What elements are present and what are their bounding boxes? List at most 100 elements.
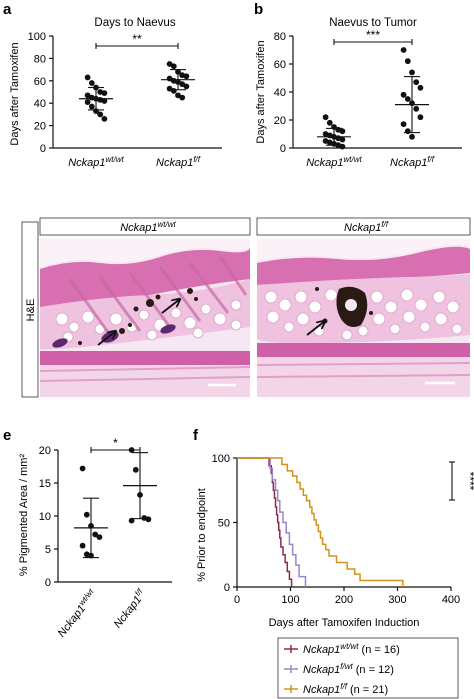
survival-curve	[237, 457, 404, 587]
y-tick-label: 40	[34, 98, 46, 110]
data-point	[145, 516, 152, 523]
y-tick-label: 5	[45, 544, 51, 556]
x-category-label: Nckap1f/f	[110, 587, 149, 631]
legend-label: Nckap1wt/wt (n = 16)	[303, 642, 400, 656]
he-image-ff	[257, 239, 470, 397]
chart-survival: % Prior to endpoint Days after Tamoxifen…	[196, 453, 474, 699]
chart-naevus-to-tumor: Naevus to Tumor Days after Tamoxifen 0 20…	[255, 17, 462, 169]
significance-stars: ****	[463, 472, 474, 491]
legend-label: Nckap1f/wt (n = 12)	[303, 662, 394, 676]
y-tick-label: 60	[274, 59, 286, 71]
panel-label-f: f	[193, 427, 199, 444]
data-point	[339, 143, 346, 150]
data-point	[409, 133, 415, 140]
data-point	[84, 99, 91, 105]
data-point	[101, 90, 108, 97]
y-axis-label: % Prior to endpoint	[196, 488, 208, 582]
y-tick-label: 0	[280, 143, 286, 155]
data-point	[339, 136, 346, 143]
legend-label: Nckap1f/f (n = 21)	[303, 682, 388, 696]
y-tick-label: 60	[34, 76, 46, 88]
panel-label-b: b	[254, 1, 263, 18]
data-point	[92, 531, 99, 538]
he-image-wt	[40, 239, 250, 397]
x-category-label: Nckap1f/f	[390, 155, 435, 169]
x-category-label: Nckap1f/f	[156, 155, 201, 169]
y-axis-label: Days after Tamoxifen	[255, 40, 267, 143]
data-point	[400, 91, 407, 98]
panel-c-header	[39, 217, 251, 236]
y-axis-label: Days after Tamoxifen	[9, 42, 21, 145]
panel-d-genotype: Nckap1f/f	[344, 220, 389, 234]
data-point	[404, 96, 411, 102]
data-point	[400, 121, 407, 128]
panel-d-header	[256, 217, 471, 236]
x-category-label: Nckap1wt/wt	[306, 155, 362, 169]
y-tick-label: 0	[40, 143, 46, 155]
data-point	[404, 128, 411, 135]
x-tick-label: 200	[335, 594, 353, 606]
x-category-label: Nckap1wt/wt	[54, 587, 100, 640]
data-point	[404, 58, 411, 65]
data-point	[101, 98, 108, 104]
data-point	[97, 111, 104, 118]
y-tick-label: 0	[224, 582, 230, 594]
x-tick-label: 0	[234, 594, 240, 606]
data-point	[413, 105, 420, 112]
y-tick-label: 80	[34, 53, 46, 65]
y-tick-label: 100	[212, 453, 230, 465]
data-point	[88, 103, 95, 110]
panel-label-e: e	[3, 427, 11, 444]
data-point	[322, 114, 329, 121]
x-category-label: Nckap1wt/wt	[68, 155, 124, 169]
data-point	[417, 114, 424, 121]
survival-curve	[237, 457, 307, 587]
panel-c-genotype: Nckap1wt/wt	[120, 220, 176, 234]
data-point	[183, 73, 190, 80]
data-point	[179, 94, 186, 101]
data-point	[101, 115, 108, 122]
data-point	[79, 542, 86, 549]
data-point	[409, 69, 415, 76]
y-tick-label: 100	[28, 31, 46, 43]
x-tick-label: 100	[281, 594, 299, 606]
data-point	[339, 128, 346, 135]
x-axis-label: Days after Tamoxifen Induction	[269, 617, 420, 629]
data-point	[88, 80, 95, 86]
y-tick-label: 20	[39, 445, 51, 457]
data-point	[84, 74, 91, 81]
data-point	[417, 84, 424, 91]
legend-box	[277, 637, 459, 699]
y-tick-label: 20	[274, 115, 286, 127]
data-point	[170, 87, 177, 94]
y-axis-label: % Pigmented Area / mm²	[18, 454, 30, 577]
chart-title: Days to Naevus	[94, 17, 175, 29]
x-tick-label: 400	[442, 594, 460, 606]
significance-stars: ***	[366, 28, 380, 42]
y-tick-label: 10	[39, 511, 51, 523]
data-point	[83, 511, 90, 518]
y-tick-label: 80	[274, 31, 286, 43]
data-point	[132, 466, 139, 473]
x-tick-label: 300	[388, 594, 406, 606]
chart-days-to-naevus: Days to Naevus Days after Tamoxifen 0 20 4…	[9, 17, 222, 169]
y-tick-label: 15	[39, 478, 51, 490]
histology-row: H&E Nckap1wt/wt Nckap1f/f	[21, 217, 471, 398]
y-tick-label: 40	[274, 87, 286, 99]
y-tick-label: 50	[218, 518, 230, 530]
he-row-label: H&E	[25, 299, 37, 322]
y-tick-label: 0	[45, 577, 51, 589]
chart-title: Naevus to Tumor	[329, 17, 417, 29]
panel-label-a: a	[3, 1, 12, 18]
y-tick-label: 20	[34, 121, 46, 133]
chart-pigmented-area: % Pigmented Area / mm² 0 5 10 15 20 Nckap1wt…	[18, 436, 172, 640]
data-point	[170, 63, 177, 70]
data-point	[96, 534, 103, 541]
data-point	[400, 47, 407, 53]
data-point	[413, 79, 420, 86]
he-row-label-box	[21, 221, 39, 398]
data-point	[79, 465, 86, 472]
data-point	[183, 83, 190, 90]
data-point	[326, 119, 333, 126]
